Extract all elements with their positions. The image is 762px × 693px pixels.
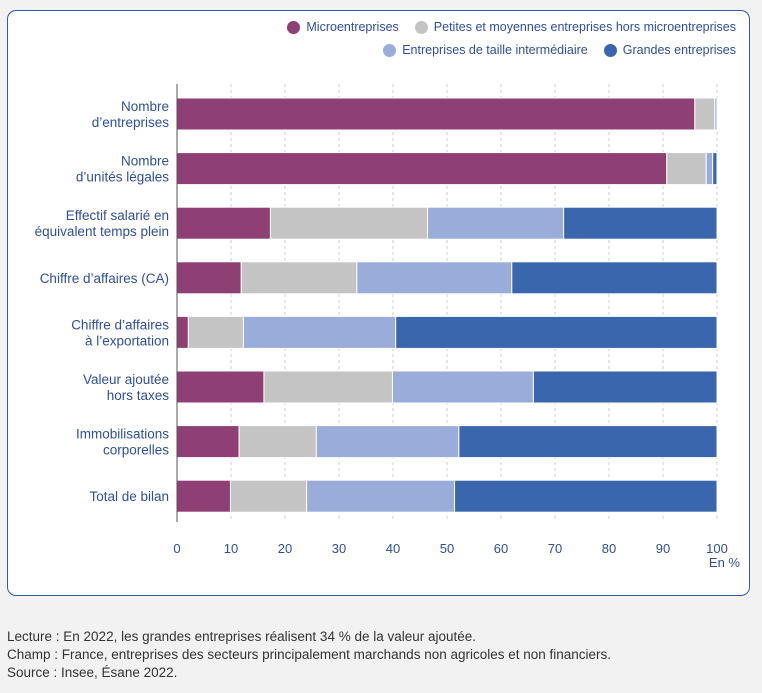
x-tick-label: 90: [656, 541, 670, 556]
bar-segment: [176, 261, 242, 295]
bar-segment: [176, 97, 696, 131]
bar-segment: [263, 370, 393, 404]
note-source: Source : Insee, Ésane 2022.: [7, 665, 178, 680]
category-label: Nombre d’unités légales: [76, 154, 169, 185]
bar-segment: [315, 425, 460, 459]
category-label: Chiffre d’affaires (CA): [40, 271, 169, 286]
bar-segment: [511, 261, 718, 295]
x-tick-label: 10: [224, 541, 238, 556]
category-label: Immobilisations corporelles: [76, 427, 169, 458]
bar-segment: [242, 315, 397, 349]
category-label: Effectif salarié en équivalent temps plei…: [35, 208, 169, 239]
bar-segment: [176, 479, 231, 513]
stacked-bar-chart: 0 10 20 30 40 50 60 70 80 90 100 Nombre d’entreprise…: [35, 84, 728, 556]
bar-segment: [306, 479, 456, 513]
legend-label-micro: Microentreprises: [306, 20, 399, 34]
legend-row-2: Entreprises de taille intermédiaire Gran…: [367, 43, 736, 57]
bar-segment: [705, 152, 714, 186]
bar-segment: [532, 370, 718, 404]
bar-segment: [176, 315, 189, 349]
bar-segment: [240, 261, 358, 295]
bar-segment: [694, 97, 716, 131]
bar-segment: [458, 425, 718, 459]
bar-segment: [395, 315, 718, 349]
bar-segment: [176, 425, 240, 459]
bar-segment: [238, 425, 317, 459]
x-tick-label: 50: [440, 541, 454, 556]
bar-segment: [391, 370, 534, 404]
x-axis-unit-label: En %: [708, 555, 740, 570]
bar-segment: [356, 261, 513, 295]
bar-segment: [176, 370, 265, 404]
legend-item-eti: Entreprises de taille intermédiaire: [383, 43, 588, 57]
legend-dot-eti-icon: [383, 43, 397, 57]
bar-segment: [666, 152, 707, 186]
x-tick-label: 60: [494, 541, 508, 556]
bar-segment: [176, 206, 271, 240]
bar-segment: [714, 97, 718, 131]
legend-label-ge: Grandes entreprises: [622, 43, 736, 57]
legend-row-1: Microentreprises Petites et moyennes ent…: [271, 20, 736, 34]
legend-label-pme: Petites et moyennes entreprises hors mic…: [433, 20, 736, 34]
bar-segment: [187, 315, 244, 349]
legend-item-pme: Petites et moyennes entreprises hors mic…: [414, 20, 736, 34]
chart-notes: Lecture : En 2022, les grandes entrepris…: [7, 628, 611, 682]
category-label: Chiffre d’affaires à l’exportation: [71, 317, 169, 348]
legend-item-micro: Microentreprises: [287, 20, 399, 34]
x-tick-label: 40: [386, 541, 400, 556]
bar-segment: [269, 206, 429, 240]
x-tick-label: 0: [173, 541, 180, 556]
note-lecture: Lecture : En 2022, les grandes entrepris…: [7, 629, 477, 644]
legend-item-ge: Grandes entreprises: [603, 43, 736, 57]
legend-dot-ge-icon: [603, 43, 617, 57]
category-label: Valeur ajoutée hors taxes: [83, 372, 169, 403]
category-label: Total de bilan: [89, 489, 169, 504]
x-tick-label: 100: [706, 541, 728, 556]
x-tick-label: 70: [548, 541, 562, 556]
x-tick-label: 20: [278, 541, 292, 556]
bar-segment: [454, 479, 718, 513]
note-champ: Champ : France, entreprises des secteurs…: [7, 647, 612, 662]
x-tick-label: 30: [332, 541, 346, 556]
bar-segment: [229, 479, 308, 513]
category-label: Nombre d’entreprises: [92, 99, 170, 130]
x-tick-label: 80: [602, 541, 616, 556]
bar-segment: [176, 152, 668, 186]
bar-segment: [427, 206, 565, 240]
legend-label-eti: Entreprises de taille intermédiaire: [402, 43, 588, 57]
legend-dot-micro-icon: [287, 20, 301, 34]
bar-segment: [712, 152, 718, 186]
legend-dot-pme-icon: [414, 20, 428, 34]
bar-segment: [563, 206, 718, 240]
